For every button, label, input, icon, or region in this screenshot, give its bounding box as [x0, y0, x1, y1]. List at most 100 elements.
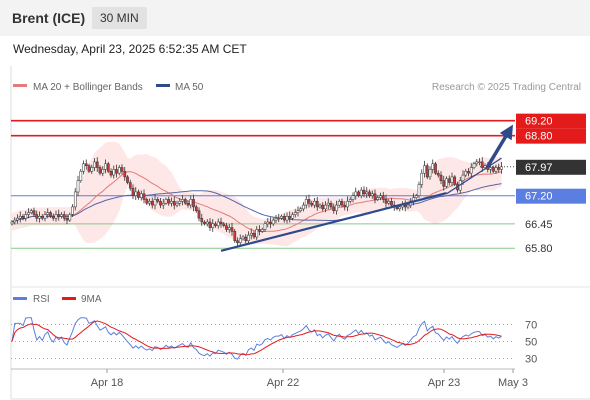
candle-up: [90, 167, 94, 172]
candle-up: [271, 219, 275, 225]
candle-up: [420, 172, 424, 185]
candle-down: [384, 199, 388, 204]
candle-up: [13, 219, 17, 223]
candle-down: [126, 176, 129, 183]
price-legend: MA 20 + Bollinger Bands MA 50: [13, 82, 204, 93]
candle-down: [453, 176, 457, 185]
timeframe-button[interactable]: 30 MIN: [92, 7, 147, 29]
candle-down: [62, 214, 66, 219]
candle-up: [101, 169, 105, 174]
candle-up: [139, 193, 143, 198]
rsi-line: [11, 317, 502, 360]
candle-up: [175, 202, 179, 206]
candle-down: [252, 232, 256, 238]
candle-up: [164, 199, 168, 204]
candle-up: [500, 166, 503, 170]
candle-up: [464, 171, 468, 176]
candle-down: [381, 195, 385, 200]
candle-up: [351, 195, 355, 200]
time-tick-label: Apr 23: [428, 377, 460, 389]
candle-down: [49, 212, 52, 217]
candle-up: [170, 201, 173, 204]
candle-down: [329, 202, 333, 208]
candle-down: [288, 216, 292, 219]
candle-down: [491, 167, 495, 172]
level-label: 69.20: [525, 116, 553, 128]
candle-down: [480, 161, 484, 168]
candle-up: [10, 221, 14, 225]
candle-up: [24, 214, 28, 219]
candle-up: [489, 167, 492, 170]
candle-down: [159, 201, 162, 206]
candle-up: [73, 191, 77, 208]
candle-down: [156, 199, 160, 202]
ma50-legend-label: MA 50: [175, 82, 204, 93]
candle-up: [379, 195, 382, 198]
rsi-tick-label: 70: [525, 320, 537, 332]
candle-down: [106, 163, 110, 172]
candle-down: [403, 204, 407, 208]
candle-up: [274, 217, 278, 221]
candle-down: [194, 206, 198, 211]
candle-down: [310, 202, 314, 206]
candle-down: [87, 165, 91, 172]
level-box-resistance: [516, 113, 586, 129]
candle-up: [161, 202, 165, 206]
candle-down: [340, 201, 344, 206]
level-label: 66.45: [525, 219, 553, 231]
candle-up: [16, 217, 19, 221]
candle-down: [57, 214, 61, 217]
candle-up: [211, 223, 215, 228]
candle-down: [244, 236, 248, 242]
candle-down: [186, 202, 190, 206]
level-label: 67.20: [525, 191, 553, 203]
candle-up: [291, 214, 294, 219]
candle-up: [93, 161, 96, 168]
level-label: 67.97: [525, 162, 553, 174]
candle-up: [337, 201, 341, 206]
candle-down: [115, 169, 118, 174]
candle-down: [150, 201, 154, 206]
candle-up: [376, 197, 380, 200]
projection-arrow-head: [499, 124, 513, 141]
ma20-legend-label: MA 20 + Bollinger Bands: [33, 82, 143, 93]
candle-up: [255, 229, 259, 238]
candle-up: [472, 163, 476, 168]
candle-up: [134, 191, 138, 196]
candle-down: [439, 174, 443, 181]
candle-up: [318, 204, 322, 208]
rsi-legend-label: RSI: [33, 294, 50, 305]
candle-up: [79, 171, 83, 181]
candle-up: [370, 193, 374, 196]
candle-down: [137, 191, 140, 198]
candle-down: [21, 216, 25, 219]
ma50-line: [11, 183, 502, 223]
candle-up: [494, 167, 498, 172]
candle-up: [304, 199, 308, 206]
rsi-tick-label: 30: [525, 354, 537, 366]
candle-up: [205, 221, 209, 225]
candle-down: [208, 221, 212, 228]
candle-up: [249, 232, 253, 236]
candle-up: [417, 184, 421, 196]
candle-up: [326, 202, 330, 206]
trendline: [220, 191, 447, 252]
header-bar: Brent (ICE) 30 MIN: [0, 0, 590, 36]
candle-down: [373, 193, 377, 200]
candle-down: [442, 180, 446, 187]
candle-up: [359, 189, 363, 196]
candle-down: [269, 221, 272, 225]
level-label: 65.80: [525, 243, 553, 255]
timestamp: Wednesday, April 23, 2025 6:52:35 AM CET: [13, 42, 247, 56]
candle-down: [84, 163, 88, 166]
trendline: [446, 157, 502, 195]
time-tick-label: Apr 22: [267, 377, 299, 389]
candle-down: [172, 201, 176, 206]
candle-up: [104, 163, 107, 170]
candle-up: [398, 206, 402, 210]
candle-down: [197, 210, 201, 219]
candle-down: [95, 161, 99, 168]
time-tick-label: May 3: [498, 377, 528, 389]
candle-down: [192, 199, 195, 208]
candle-down: [447, 178, 451, 183]
